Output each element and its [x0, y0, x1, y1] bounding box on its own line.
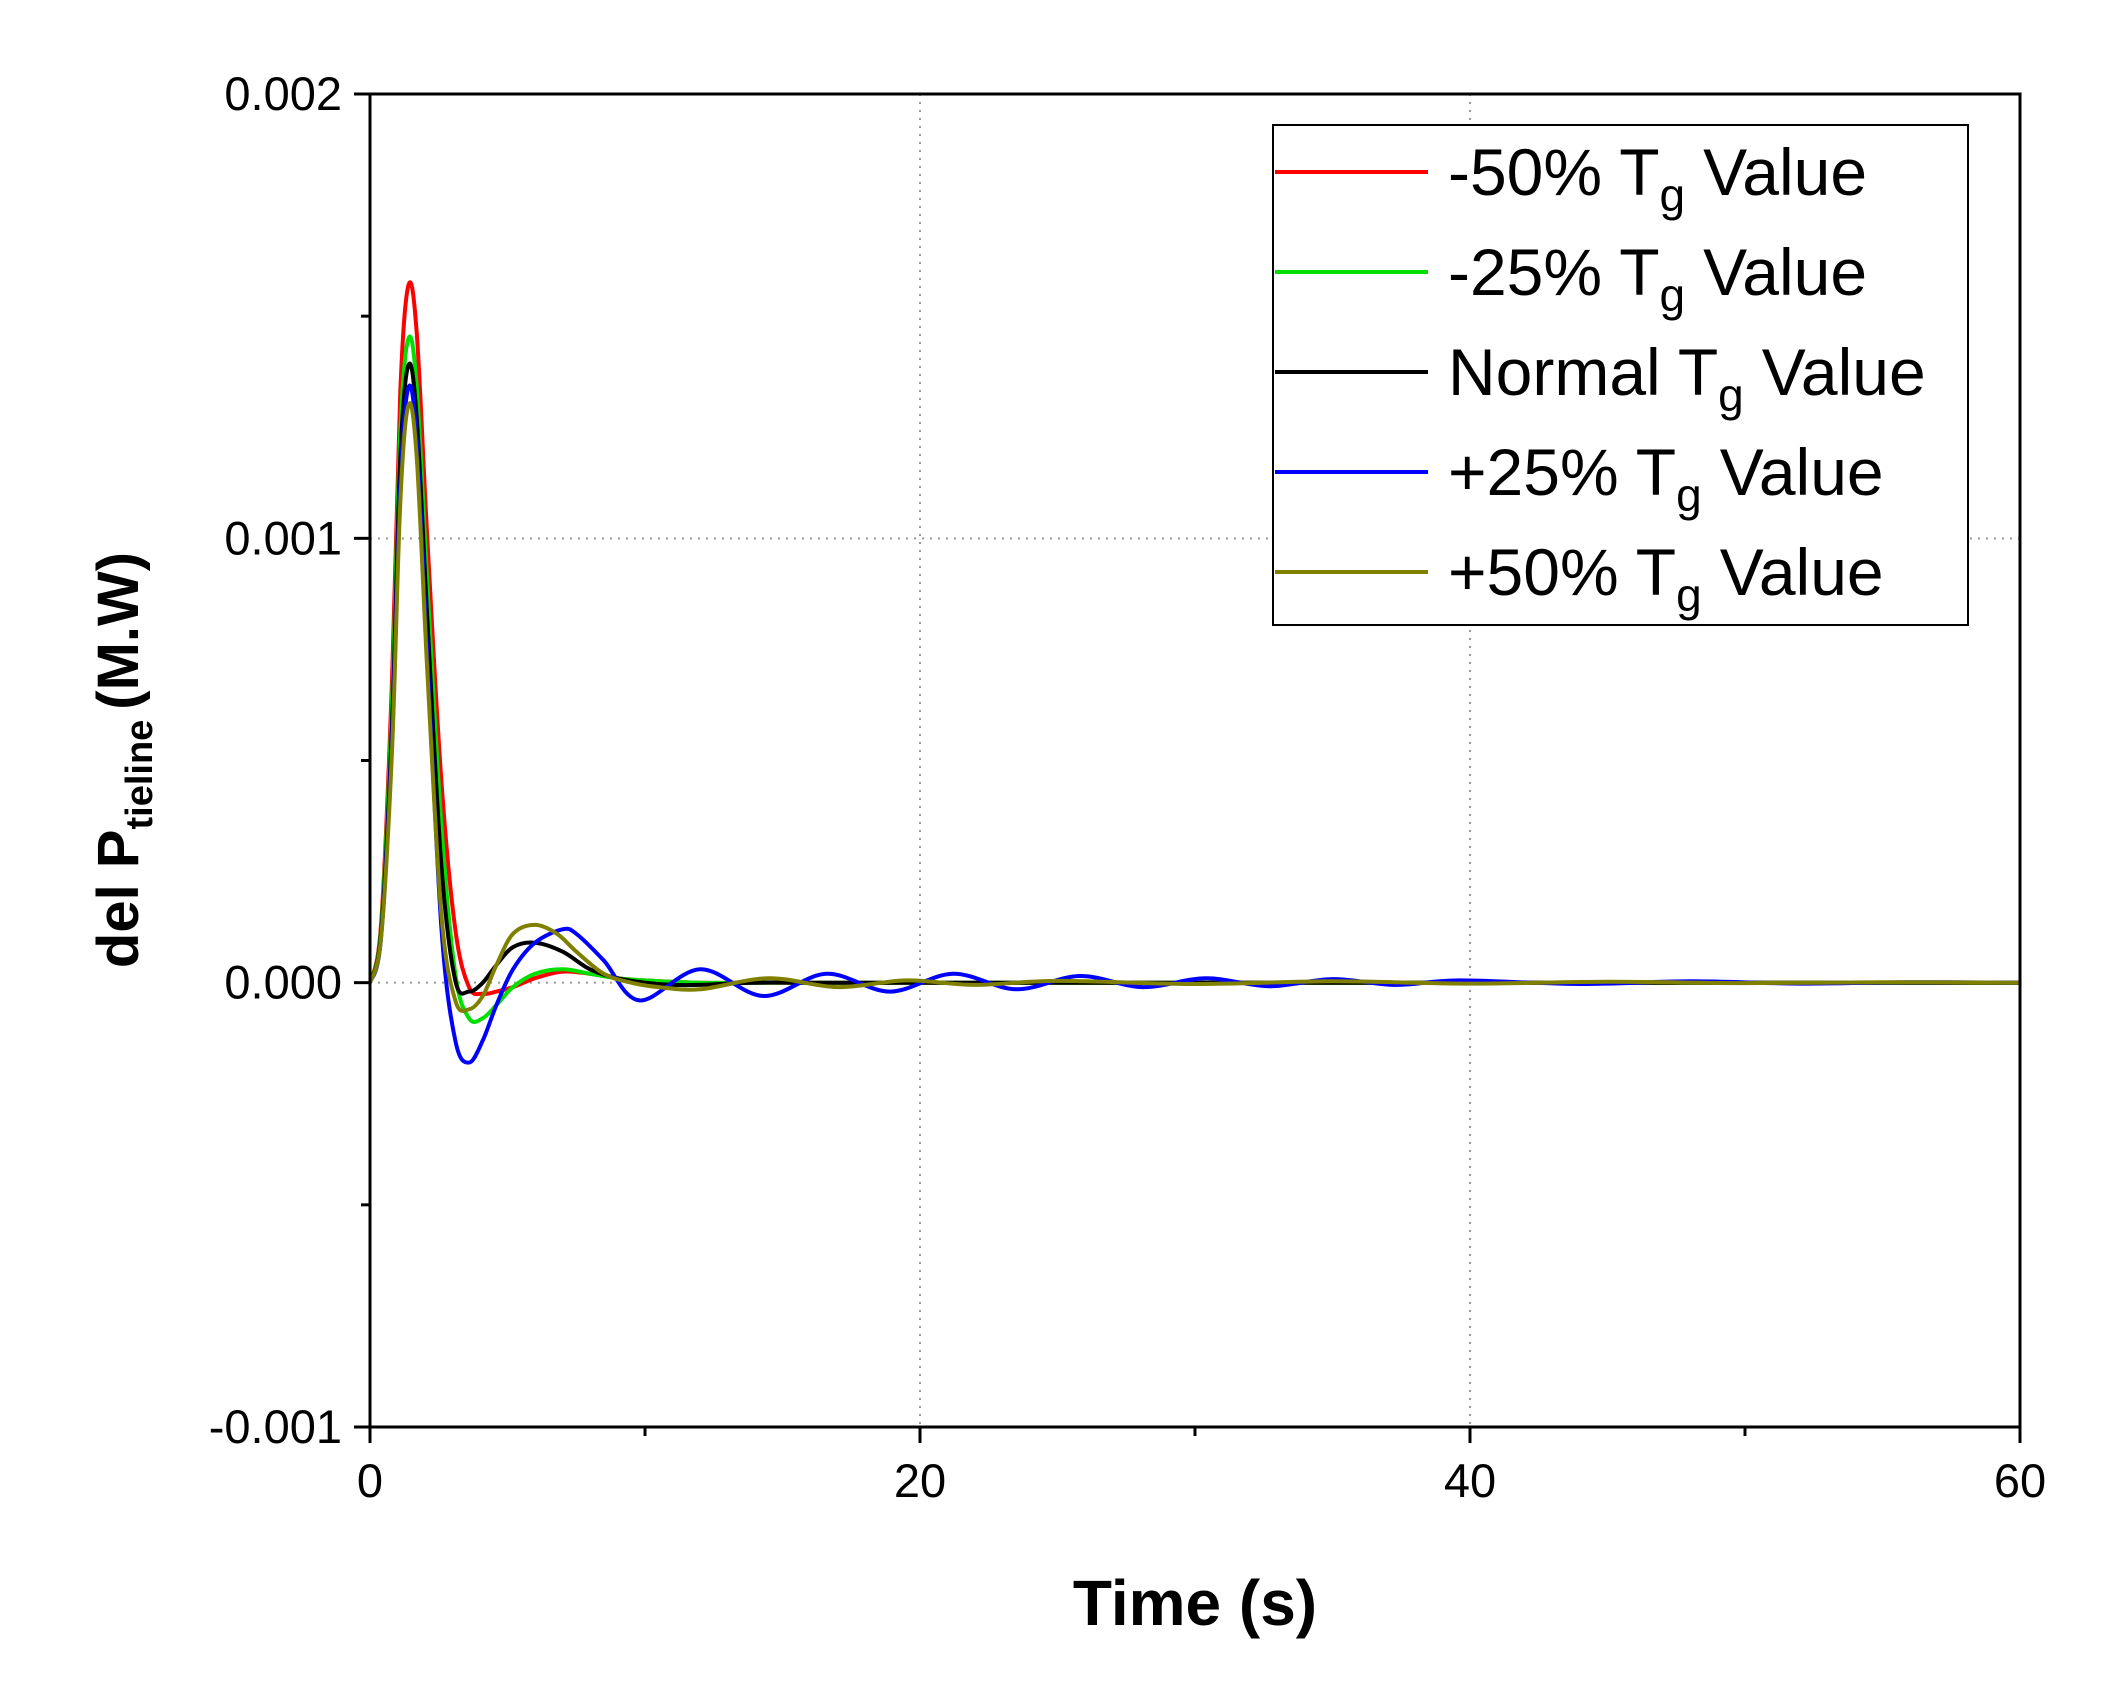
- y-axis-title-unit: (M.W): [86, 552, 151, 710]
- legend-box: [1272, 124, 1969, 626]
- y-axis-title-sub: tieline: [119, 720, 161, 830]
- x-tick-label: 20: [894, 1454, 946, 1507]
- legend-label: -50% Tg Value: [1448, 135, 1867, 221]
- axis-ticks: [354, 92, 2022, 1443]
- series-lines: [368, 280, 2021, 1065]
- series-line-4: [368, 401, 2021, 1013]
- legend-label: +25% Tg Value: [1448, 435, 1884, 521]
- x-tick-labels: 0 20 40 60: [357, 1454, 2046, 1507]
- y-axis-title-main: del P: [86, 830, 151, 969]
- legend-item: Normal Tg Value: [1275, 335, 1926, 421]
- legend-label: Normal Tg Value: [1448, 335, 1926, 421]
- legend-label: +50% Tg Value: [1448, 535, 1884, 621]
- x-tick-label: 60: [1994, 1454, 2046, 1507]
- y-tick-labels: -0.001 0.000 0.001 0.002: [209, 67, 342, 1453]
- legend-item: -25% Tg Value: [1275, 235, 1867, 321]
- legend-item: +25% Tg Value: [1275, 435, 1884, 521]
- x-tick-label: 40: [1444, 1454, 1496, 1507]
- y-tick-label: -0.001: [209, 1400, 342, 1453]
- y-tick-label: 0.000: [224, 956, 342, 1009]
- y-axis-title: del Ptieline (M.W): [86, 552, 161, 968]
- legend-item: +50% Tg Value: [1275, 535, 1884, 621]
- x-axis-title: Time (s): [1073, 1567, 1317, 1639]
- x-tick-label: 0: [357, 1454, 383, 1507]
- legend-item: -50% Tg Value: [1275, 135, 1867, 221]
- y-tick-label: 0.002: [224, 67, 342, 120]
- legend-label: -25% Tg Value: [1448, 235, 1867, 321]
- legend: -50% Tg Value -25% Tg Value Normal Tg Value…: [1272, 124, 1969, 626]
- y-tick-label: 0.001: [224, 511, 342, 564]
